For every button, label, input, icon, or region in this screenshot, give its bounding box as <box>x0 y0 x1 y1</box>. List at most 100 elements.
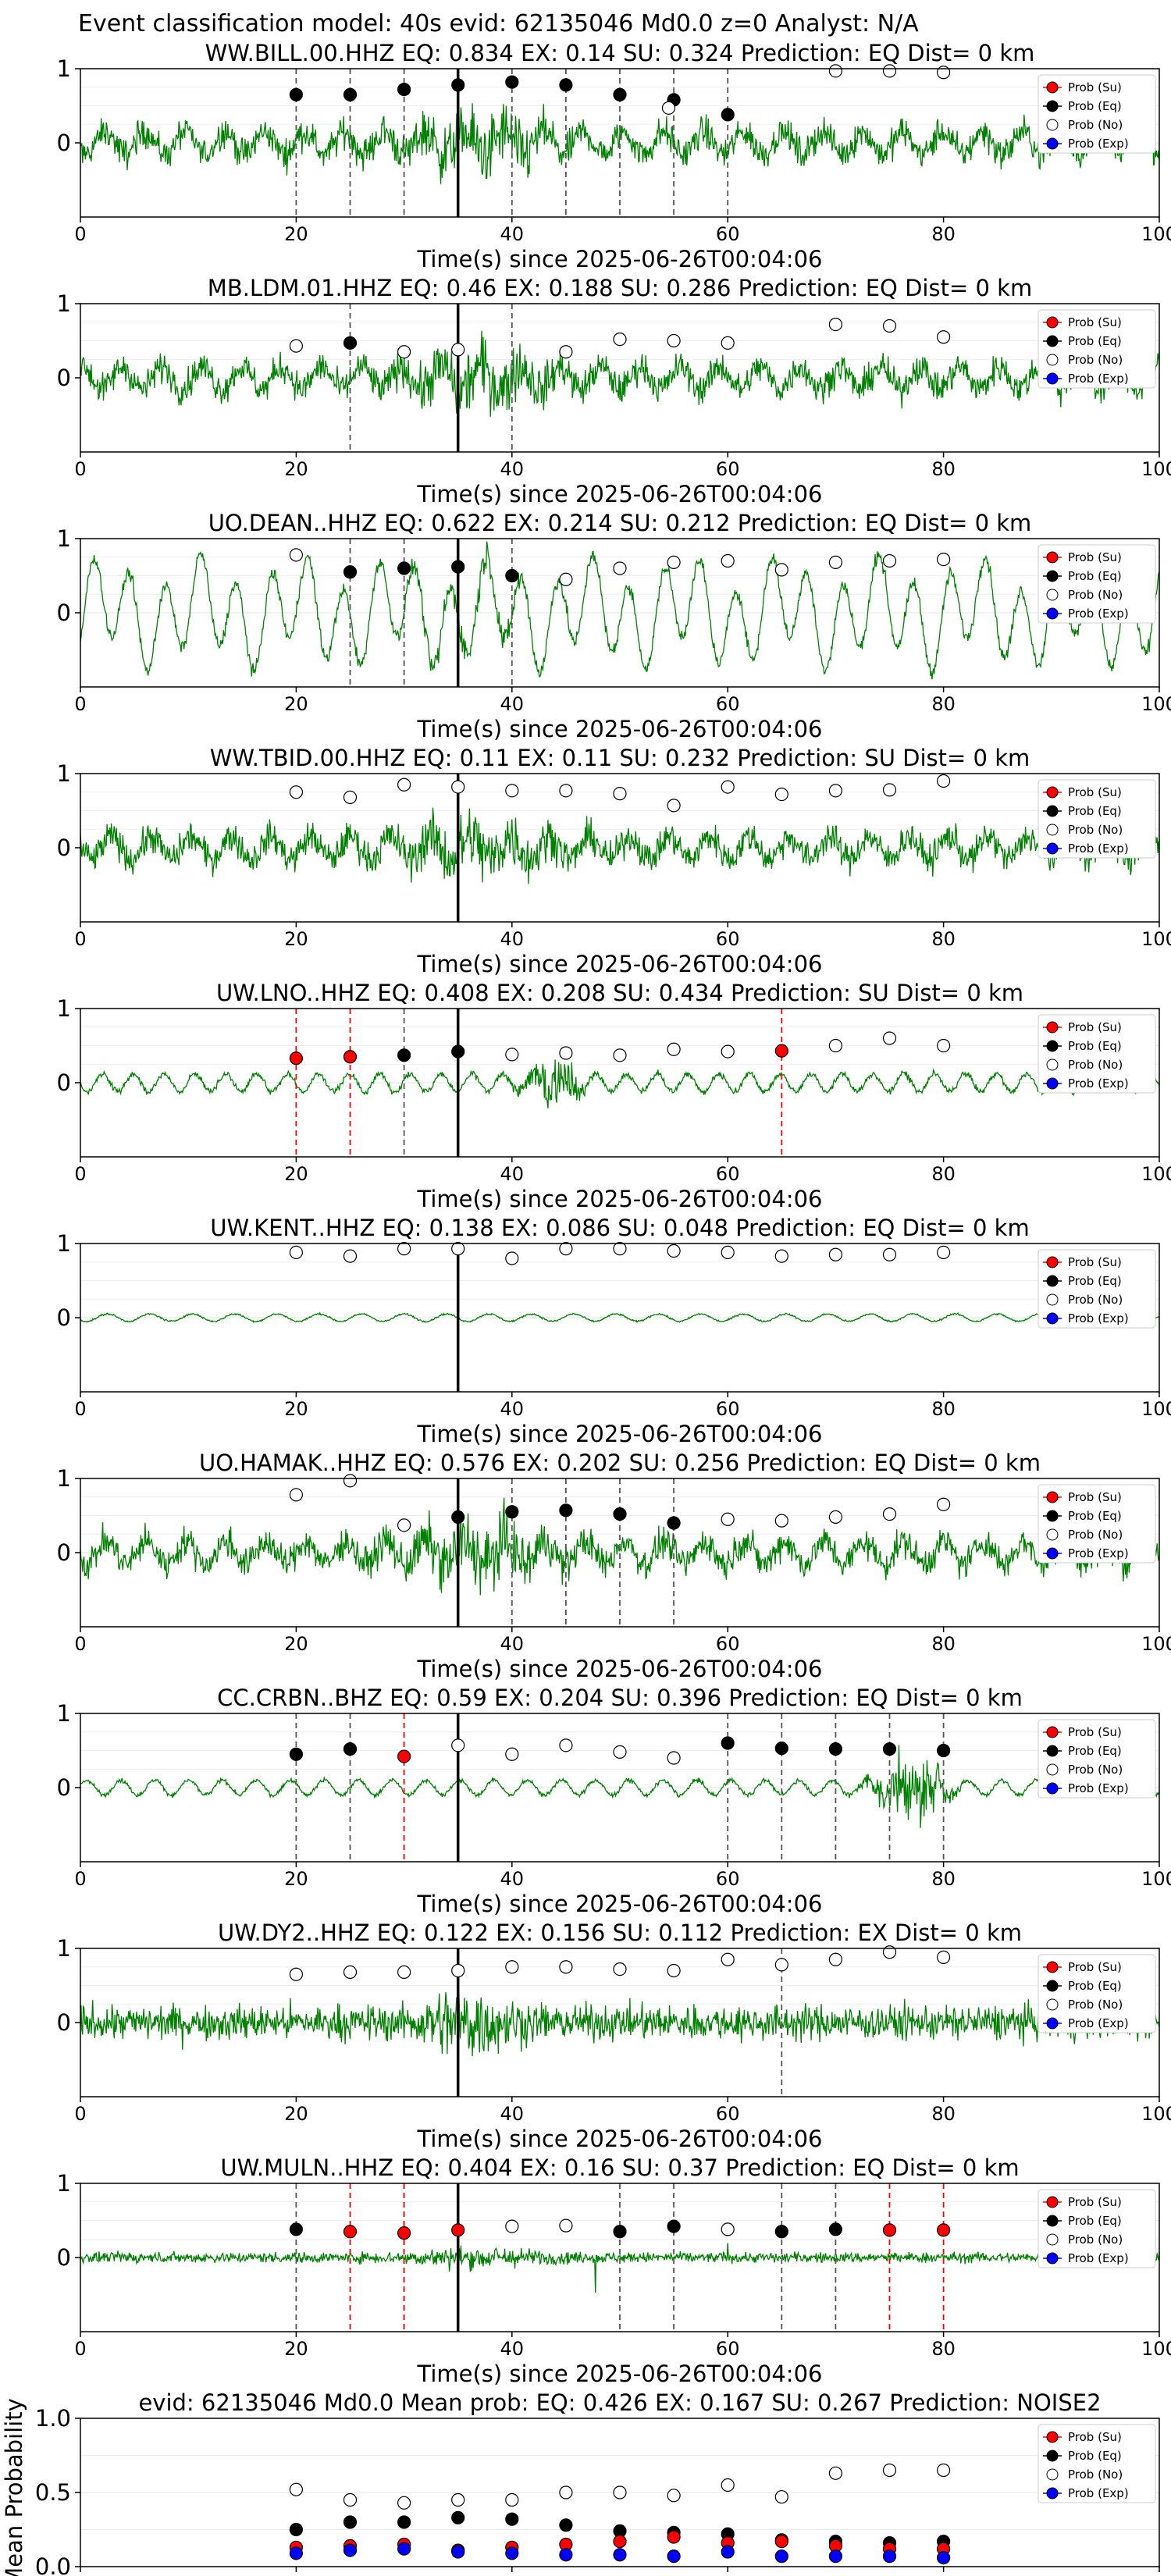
prob-no-point <box>774 563 788 577</box>
y-tick-label: 1 <box>57 525 71 552</box>
prob-no-point <box>289 1245 303 1260</box>
prob-su-point <box>289 1051 303 1066</box>
legend-label: Prob (No) <box>1068 353 1123 367</box>
x-tick-label: 0 <box>74 223 86 245</box>
mean-exp-point <box>936 2551 951 2565</box>
figure-suptitle: Event classification model: 40s evid: 62… <box>78 10 919 37</box>
y-tick-label: 1 <box>57 1935 71 1962</box>
y-tick-label: 0 <box>57 130 71 156</box>
prob-no-point <box>451 343 465 357</box>
prob-no-point <box>613 1962 627 1976</box>
legend-marker <box>1046 1293 1059 1306</box>
legend-marker <box>1046 551 1059 564</box>
prob-no-point <box>559 345 573 359</box>
x-tick-label: 0 <box>74 1163 86 1185</box>
x-tick-label: 0 <box>74 2573 86 2576</box>
panel-title: WW.BILL.00.HHZ EQ: 0.834 EX: 0.14 SU: 0.… <box>205 40 1035 66</box>
prob-no-point <box>289 1488 303 1502</box>
prob-no-point <box>559 1046 573 1060</box>
legend-label: Prob (Exp) <box>1068 2251 1129 2265</box>
legend-marker <box>1046 824 1059 836</box>
x-tick-label: 100 <box>1141 1398 1171 1420</box>
legend-label: Prob (Exp) <box>1068 1546 1129 1560</box>
legend-marker <box>1046 1077 1059 1090</box>
prob-no-point <box>505 1048 519 1062</box>
legend-marker <box>1046 786 1059 799</box>
x-tick-label: 80 <box>931 1633 956 1655</box>
prob-no-point <box>343 1249 358 1263</box>
prob-no-point <box>451 1963 465 1978</box>
prob-no-point <box>343 790 358 805</box>
prob-no-point <box>667 1751 681 1765</box>
prob-eq-point <box>343 1742 358 1756</box>
mean-su-point <box>667 2530 681 2544</box>
prob-no-point <box>828 1247 843 1261</box>
x-tick-label: 40 <box>500 1868 525 1890</box>
prob-no-point <box>667 555 681 570</box>
prob-su-point <box>343 2225 358 2239</box>
mean-no-point <box>613 2485 627 2500</box>
legend-marker <box>1046 1059 1059 1071</box>
x-tick-label: 80 <box>931 1163 956 1185</box>
legend-label: Prob (Su) <box>1068 2430 1122 2444</box>
prob-eq-point <box>289 2222 303 2236</box>
x-tick-label: 60 <box>716 223 740 245</box>
x-tick-label: 100 <box>1141 2103 1171 2125</box>
mean-eq-point <box>343 2515 358 2529</box>
prob-no-point <box>559 2218 573 2233</box>
legend-marker <box>1046 2215 1059 2227</box>
x-tick-label: 20 <box>284 1633 308 1655</box>
prob-no-point <box>289 548 303 562</box>
legend-label: Prob (No) <box>1068 118 1123 132</box>
panel-6: UO.HAMAK..HHZ EQ: 0.576 EX: 0.202 SU: 0.… <box>57 1450 1171 1682</box>
prob-no-point <box>397 1965 411 1979</box>
prob-su-point <box>343 1050 358 1064</box>
legend-label: Prob (Eq) <box>1068 1509 1122 1523</box>
prob-no-point <box>936 1950 951 1964</box>
prob-eq-point <box>451 1510 465 1525</box>
panel-0: WW.BILL.00.HHZ EQ: 0.834 EX: 0.14 SU: 0.… <box>57 40 1171 272</box>
legend-label: Prob (Exp) <box>1068 1311 1129 1325</box>
prob-no-point <box>667 333 681 348</box>
prob-eq-point <box>559 78 573 92</box>
mean-exp-point <box>828 2549 843 2564</box>
prob-no-point <box>559 1960 573 1974</box>
x-tick-label: 20 <box>284 1398 308 1420</box>
prob-no-point <box>505 1960 519 1974</box>
mean-exp-point <box>505 2546 519 2560</box>
legend-marker <box>1046 1312 1059 1325</box>
panel-8: UW.DY2..HHZ EQ: 0.122 EX: 0.156 SU: 0.11… <box>57 1920 1171 2152</box>
prob-su-point <box>397 2226 411 2240</box>
x-tick-label: 100 <box>1141 223 1171 245</box>
x-tick-label: 80 <box>931 693 956 715</box>
prob-eq-point <box>451 1044 465 1059</box>
mean-su-point <box>774 2535 788 2549</box>
legend-marker <box>1046 570 1059 582</box>
legend-marker <box>1046 1782 1059 1795</box>
prob-no-point <box>882 553 897 568</box>
legend-label: Prob (Su) <box>1068 1725 1122 1739</box>
mean-no-point <box>667 2489 681 2503</box>
x-tick-label: 60 <box>716 458 740 480</box>
prob-no-point <box>828 64 843 78</box>
legend-label: Prob (Su) <box>1068 1490 1122 1504</box>
legend-marker <box>1046 1021 1059 1034</box>
prob-no-point <box>397 1518 411 1532</box>
x-tick-label: 0 <box>74 2338 86 2360</box>
legend-label: Prob (Eq) <box>1068 334 1122 348</box>
x-tick-label: 60 <box>716 693 740 715</box>
x-axis-label: Time(s) since 2025-06-26T00:04:06 <box>417 1186 823 1212</box>
mean-exp-point <box>721 2545 735 2559</box>
prob-no-point <box>613 1048 627 1062</box>
prob-no-point <box>613 333 627 347</box>
x-tick-label: 100 <box>1141 458 1171 480</box>
prob-no-point <box>828 1038 843 1053</box>
legend-label: Prob (Exp) <box>1068 2486 1129 2500</box>
legend-label: Prob (Su) <box>1068 550 1122 564</box>
waveform-trace <box>80 102 1160 184</box>
prob-no-point <box>667 1963 681 1978</box>
panel-7: CC.CRBN..BHZ EQ: 0.59 EX: 0.204 SU: 0.39… <box>57 1685 1171 1917</box>
mean-su-point <box>613 2535 627 2549</box>
x-tick-label: 20 <box>284 223 308 245</box>
mean-exp-point <box>451 2545 465 2559</box>
